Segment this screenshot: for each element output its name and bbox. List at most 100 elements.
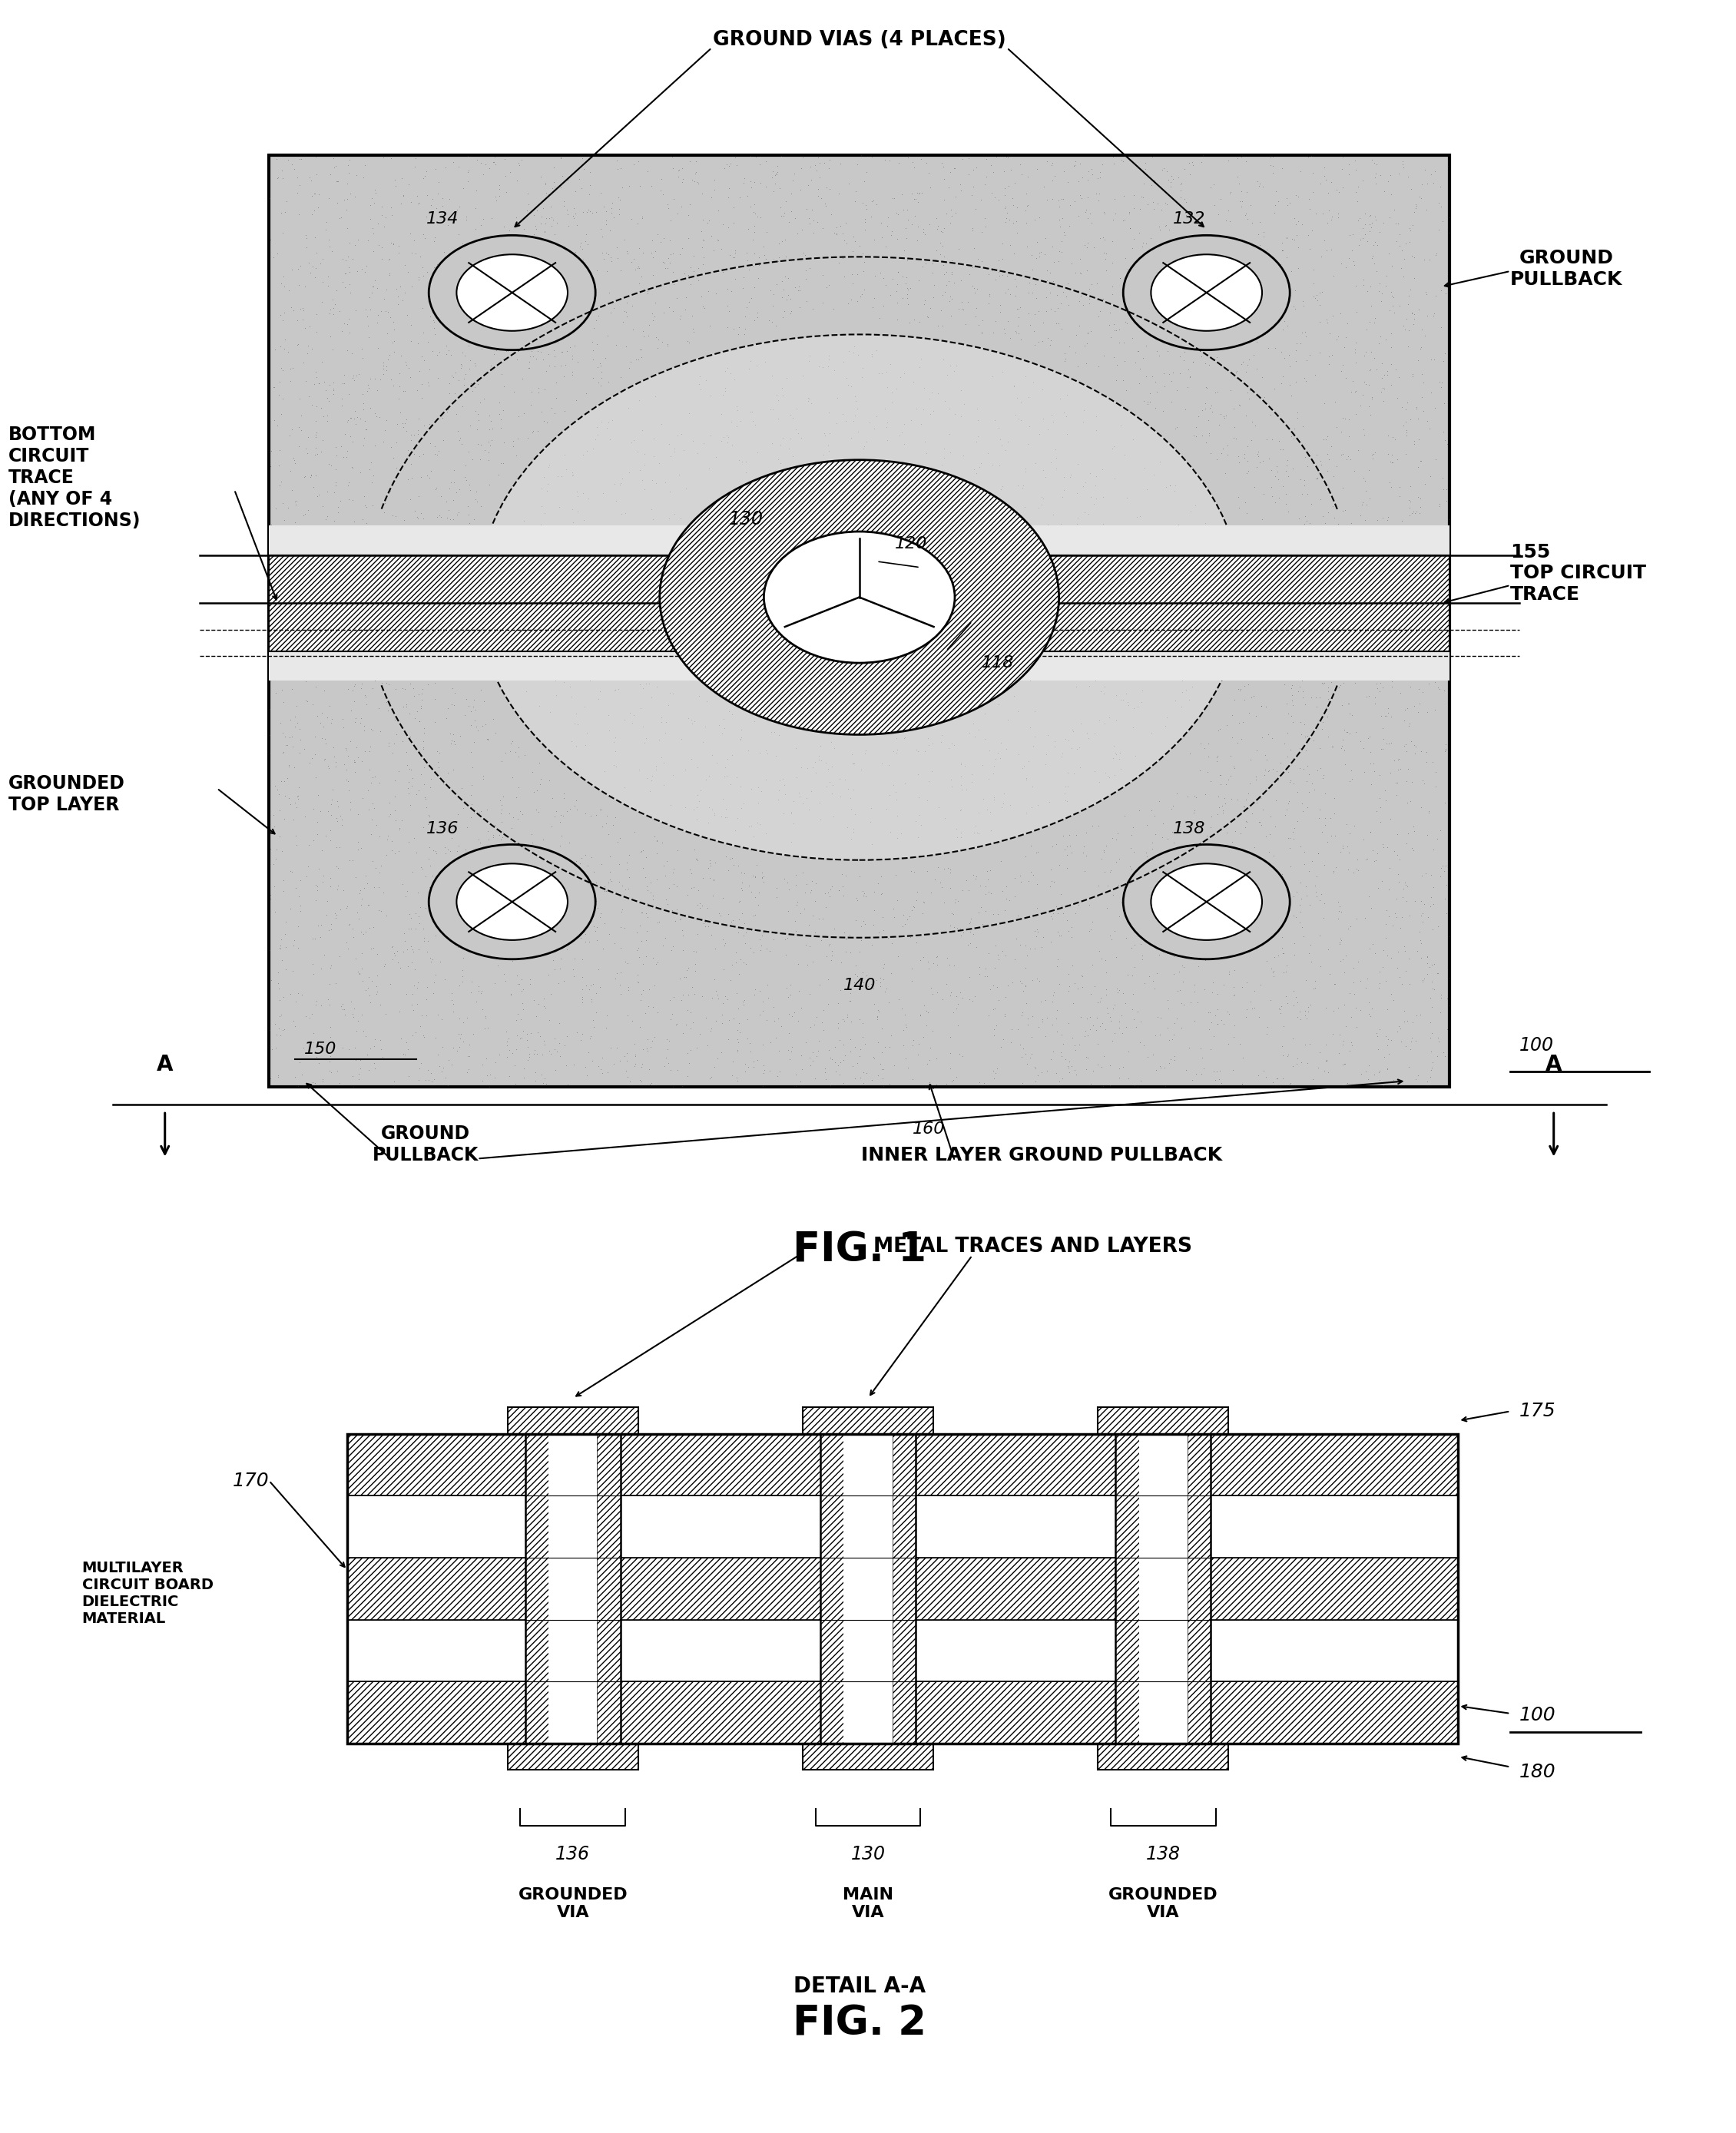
Point — [628, 851, 656, 885]
Point — [300, 1066, 328, 1101]
Point — [505, 145, 533, 179]
Point — [1177, 580, 1205, 614]
Point — [955, 286, 983, 320]
Point — [1003, 190, 1031, 224]
Point — [403, 1015, 431, 1049]
Point — [1425, 488, 1453, 523]
Point — [1266, 747, 1293, 781]
Point — [389, 373, 417, 407]
Point — [1401, 427, 1429, 461]
Point — [1038, 894, 1066, 928]
Point — [1023, 241, 1050, 275]
Point — [1392, 416, 1420, 450]
Point — [1179, 806, 1207, 840]
Point — [496, 1032, 524, 1066]
Point — [1260, 960, 1288, 994]
Point — [394, 433, 422, 467]
Point — [806, 785, 833, 819]
Point — [1182, 488, 1210, 523]
Point — [439, 672, 467, 706]
Point — [621, 343, 649, 378]
Point — [1250, 478, 1278, 512]
Point — [1262, 755, 1290, 789]
Point — [1432, 734, 1460, 768]
Point — [507, 226, 535, 260]
Point — [1189, 392, 1217, 427]
Point — [958, 983, 986, 1017]
Point — [687, 177, 715, 211]
Point — [1193, 819, 1220, 853]
Point — [991, 201, 1019, 235]
Point — [259, 1032, 286, 1066]
Point — [892, 1007, 920, 1041]
Point — [1420, 299, 1448, 333]
Point — [1378, 469, 1406, 503]
Point — [524, 414, 552, 448]
Point — [1120, 928, 1147, 962]
Point — [713, 211, 741, 245]
Point — [455, 497, 483, 531]
Point — [260, 847, 288, 881]
Point — [457, 779, 484, 813]
Point — [1385, 960, 1413, 994]
Point — [1297, 612, 1325, 646]
Point — [746, 736, 774, 770]
Point — [979, 1062, 1007, 1096]
Point — [1370, 358, 1397, 392]
Point — [378, 930, 406, 964]
Point — [745, 239, 773, 273]
Point — [1272, 642, 1300, 676]
Point — [283, 789, 311, 823]
Point — [1403, 495, 1430, 529]
Point — [1106, 753, 1134, 787]
Point — [531, 533, 559, 567]
Point — [1371, 527, 1399, 561]
Point — [385, 395, 413, 429]
Point — [844, 1045, 871, 1079]
Point — [340, 744, 368, 779]
Point — [536, 621, 564, 655]
Point — [269, 215, 297, 250]
Point — [1349, 412, 1377, 446]
Point — [972, 143, 1000, 177]
Point — [1363, 147, 1391, 181]
Point — [450, 911, 477, 945]
Point — [1141, 296, 1168, 331]
Point — [1054, 904, 1082, 939]
Point — [870, 1069, 898, 1103]
Bar — [1187, 1557, 1212, 1619]
Point — [687, 213, 715, 247]
Point — [321, 896, 349, 930]
Point — [1380, 279, 1408, 314]
Point — [1033, 262, 1061, 296]
Point — [811, 145, 838, 179]
Point — [453, 256, 481, 290]
Point — [1042, 889, 1069, 924]
Point — [1278, 661, 1305, 695]
Point — [1113, 252, 1141, 286]
Point — [965, 796, 993, 830]
Point — [918, 753, 946, 787]
Point — [469, 761, 496, 796]
Point — [748, 917, 776, 951]
Point — [844, 392, 871, 427]
Point — [1278, 254, 1305, 288]
Point — [1078, 207, 1106, 241]
Point — [505, 220, 533, 254]
Point — [606, 930, 634, 964]
Point — [1069, 640, 1097, 674]
Point — [1042, 725, 1069, 759]
Point — [774, 205, 802, 239]
Point — [1385, 480, 1413, 514]
Point — [568, 1024, 595, 1058]
Point — [774, 921, 802, 956]
Point — [316, 1045, 344, 1079]
Point — [439, 260, 467, 294]
Point — [1420, 621, 1448, 655]
Point — [398, 269, 425, 303]
Point — [516, 966, 543, 1000]
Point — [1083, 1013, 1111, 1047]
Point — [1427, 981, 1455, 1015]
Point — [1396, 898, 1424, 932]
Point — [1394, 331, 1422, 365]
